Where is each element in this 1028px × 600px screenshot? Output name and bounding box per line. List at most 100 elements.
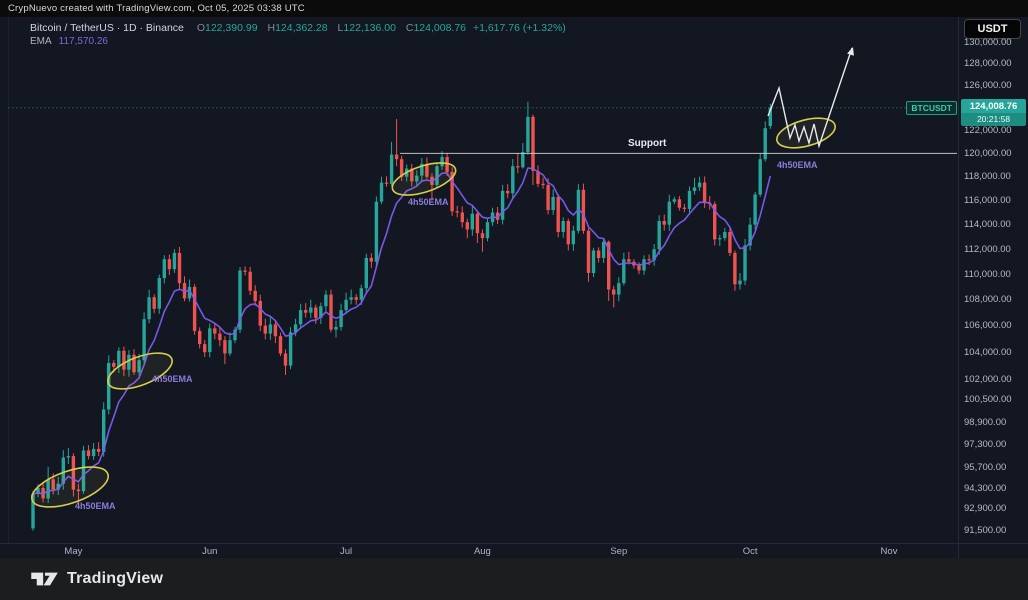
time-axis-label: Sep <box>610 546 628 557</box>
candle-body <box>162 259 166 279</box>
candle-body <box>359 288 363 300</box>
currency-toggle-button[interactable]: USDT <box>964 19 1021 39</box>
candle-body <box>122 350 126 370</box>
candle-body <box>768 107 772 126</box>
candle-body <box>601 241 606 258</box>
high-label: H <box>267 22 276 34</box>
candle-body <box>324 294 328 307</box>
candle-body <box>31 494 35 529</box>
price-axis-label: 110,000.00 <box>964 268 1011 280</box>
candle-body <box>268 324 273 334</box>
candle-body <box>561 221 565 232</box>
candle-body <box>394 154 399 160</box>
candle-body <box>349 297 353 300</box>
candle-body <box>511 166 515 194</box>
candle-body <box>71 456 76 490</box>
candle-body <box>137 360 141 373</box>
candle-body <box>147 297 151 320</box>
candle-body <box>112 362 116 367</box>
candle-body <box>753 194 757 225</box>
candle-body <box>536 170 540 184</box>
price-axis-label: 98,900.00 <box>964 416 1007 428</box>
candle-body <box>273 324 278 337</box>
candle-body <box>541 183 545 185</box>
candle-body <box>526 116 530 153</box>
price-axis-label: 97,300.00 <box>964 439 1007 451</box>
candle-body <box>248 271 252 291</box>
candle-body <box>86 450 91 457</box>
low-label: L <box>337 22 344 34</box>
candle-body <box>389 154 394 184</box>
candle-body <box>495 212 500 220</box>
candle-body <box>46 479 50 499</box>
candle-body <box>425 163 429 177</box>
candle-body <box>329 294 333 330</box>
tradingview-logo[interactable]: TradingView <box>30 568 163 590</box>
candle-body <box>723 232 727 239</box>
ema-annotation-2: 4h50EMA <box>152 374 193 384</box>
change-value: +1,617.76 (+1.32%) <box>472 22 566 34</box>
price-projection-path <box>767 47 853 149</box>
last-price-badge: 124,008.76 20:21:58 <box>961 99 1026 126</box>
price-axis-label: 118,000.00 <box>964 171 1011 183</box>
candle-body <box>420 163 424 176</box>
candle-body <box>465 222 469 230</box>
candle-body <box>81 450 86 492</box>
candle-body <box>718 238 722 240</box>
price-axis-label: 100,500.00 <box>964 394 1012 406</box>
high-value: 124,362.28 <box>275 22 328 34</box>
candle-body <box>243 270 247 272</box>
candle-body <box>167 259 172 270</box>
candle-body <box>314 307 318 318</box>
projection-arrowhead-icon <box>847 47 854 56</box>
candle-body <box>586 230 591 273</box>
symbol-title[interactable]: Bitcoin / TetherUS · 1D · Binance <box>30 22 184 34</box>
candle-body <box>278 336 283 354</box>
ema-touch-ellipse-3 <box>391 162 457 196</box>
candle-body <box>319 306 323 318</box>
ema-touch-ellipse-2 <box>107 352 173 390</box>
tradingview-logo-icon <box>31 572 58 586</box>
candle-body <box>667 201 671 225</box>
candle-body <box>763 128 767 160</box>
candle-body <box>556 196 560 232</box>
candle-body <box>379 182 384 202</box>
candle-body <box>738 280 742 285</box>
candles-layer <box>31 101 772 531</box>
price-axis-label: 92,900.00 <box>964 503 1007 515</box>
candle-body <box>223 340 227 354</box>
candle-body <box>293 324 298 333</box>
candle-body <box>612 289 616 295</box>
candle-body <box>91 448 96 457</box>
candle-body <box>263 325 267 334</box>
candle-body <box>531 116 535 171</box>
candle-body <box>445 156 449 173</box>
candle-body <box>233 329 237 341</box>
support-label: Support <box>628 138 667 149</box>
candle-body <box>692 187 697 191</box>
attribution-bar: CrypNuevo created with TradingView.com, … <box>0 0 1028 17</box>
candle-body <box>258 301 262 326</box>
time-axis-label: Jun <box>202 546 218 557</box>
candle-body <box>677 199 682 208</box>
ema-annotation-1: 4h50EMA <box>75 501 116 511</box>
candle-body <box>758 159 762 195</box>
candle-body <box>622 259 626 284</box>
candle-body <box>192 286 197 331</box>
price-axis-label: 112,000.00 <box>964 243 1011 255</box>
candle-body <box>435 166 439 185</box>
ema-line <box>32 167 772 495</box>
candle-body <box>687 190 692 209</box>
candle-body <box>218 333 222 341</box>
candle-body <box>304 310 308 313</box>
candle-body <box>607 241 611 290</box>
ema-annotation-4: 4h50EMA <box>777 160 818 170</box>
candle-body <box>546 185 550 211</box>
candle-body <box>298 310 303 325</box>
price-axis-label: 126,000.00 <box>964 80 1012 92</box>
candle-body <box>344 299 348 310</box>
candle-body <box>475 213 480 234</box>
candle-body <box>96 448 101 452</box>
candle-body <box>177 252 182 284</box>
